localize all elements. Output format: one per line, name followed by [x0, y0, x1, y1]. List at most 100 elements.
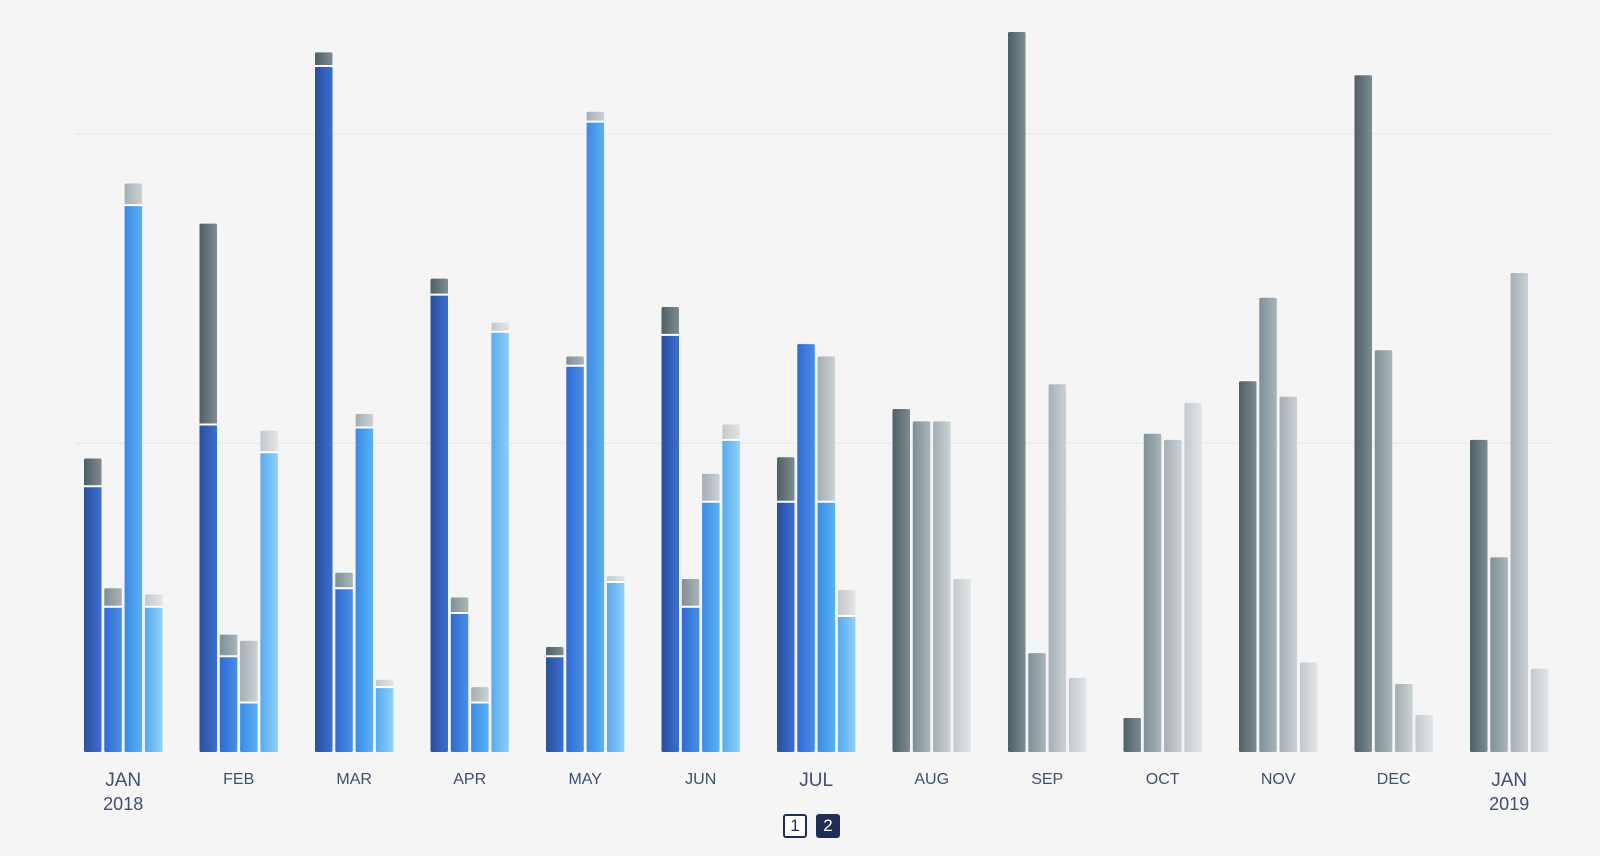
bar-aug-7-s1 — [913, 421, 931, 752]
month-label-6: JUL — [799, 770, 833, 791]
bar-sep-8-s1 — [1028, 653, 1046, 752]
month-label-3: APR — [453, 771, 486, 788]
bar-feb-1-s2-secondary — [240, 641, 258, 703]
x-axis-labels: JAN FEB MAR APR MAY JUN JUL AUG SEP OCT NOV DEC JAN 2… — [103, 770, 1529, 814]
bar-jun-5-s2-secondary — [702, 474, 720, 502]
bar-jun-5-s3-secondary — [722, 424, 740, 439]
bar-feb-1-s0-primary — [200, 424, 218, 752]
bar-mar-2-s2-primary — [356, 428, 374, 752]
bar-jan-0-s1-primary — [104, 607, 122, 752]
bar-jul-6-s0-secondary — [777, 457, 795, 501]
page-1-button[interactable]: 1 — [783, 814, 807, 838]
bar-sep-8-s3 — [1069, 678, 1087, 752]
bar-jan-0-s2-secondary — [125, 183, 143, 205]
bar-jan-0-s3-secondary — [145, 594, 163, 606]
bar-apr-3-s1-secondary — [451, 598, 469, 613]
bar-jun-5-s3-primary — [722, 440, 740, 752]
bar-jan-0-s3-primary — [145, 607, 163, 752]
bar-feb-1-s3-secondary — [260, 431, 278, 453]
bar-mar-2-s2-secondary — [356, 414, 374, 428]
month-label-8: SEP — [1031, 771, 1063, 788]
month-label-2: MAR — [336, 771, 372, 788]
month-label-12: JAN — [1491, 770, 1527, 791]
bar-apr-3-s0-secondary — [431, 279, 449, 295]
month-label-0: JAN — [105, 770, 141, 791]
bar-feb-1-s1-secondary — [220, 635, 238, 657]
bar-jan-0-s2-primary — [125, 205, 143, 752]
bar-feb-1-s1-primary — [220, 656, 238, 752]
bar-jul-6-s0-primary — [777, 502, 795, 752]
bar-may-4-s2-secondary — [587, 112, 605, 122]
bar-jan-12-s2 — [1511, 273, 1529, 752]
year-label-1: 2019 — [1489, 794, 1529, 814]
bar-sep-8-s2 — [1049, 384, 1067, 752]
bar-mar-2-s0-primary — [315, 66, 333, 752]
bar-oct-9-s2 — [1164, 440, 1182, 752]
bar-jan-0-s0-secondary — [84, 458, 102, 486]
bar-may-4-s2-primary — [587, 122, 605, 752]
bar-apr-3-s0-primary — [431, 295, 449, 752]
month-label-10: NOV — [1261, 771, 1296, 788]
bar-jul-6-s3-primary — [838, 616, 856, 752]
bar-apr-3-s3-secondary — [491, 322, 509, 331]
bar-oct-9-s3 — [1184, 403, 1202, 752]
bar-jul-6-s2-primary — [818, 502, 836, 752]
month-label-11: DEC — [1377, 771, 1411, 788]
bar-feb-1-s2-primary — [240, 703, 258, 752]
bar-jan-12-s3 — [1531, 669, 1549, 752]
year-label-0: 2018 — [103, 794, 143, 814]
bar-feb-1-s3-primary — [260, 452, 278, 752]
bar-dec-11-s3 — [1415, 715, 1433, 752]
bar-jul-6-s3-secondary — [838, 590, 856, 616]
bar-jun-5-s0-primary — [662, 335, 680, 752]
month-label-7: AUG — [914, 771, 949, 788]
bar-apr-3-s2-secondary — [471, 687, 489, 702]
bar-nov-10-s1 — [1259, 298, 1277, 752]
bar-mar-2-s1-secondary — [335, 573, 353, 588]
bar-jun-5-s1-secondary — [682, 579, 700, 607]
bar-may-4-s1-primary — [566, 366, 584, 752]
bar-jul-6-s1-primary — [797, 344, 815, 752]
bar-jun-5-s1-primary — [682, 607, 700, 752]
bar-mar-2-s3-primary — [376, 687, 394, 752]
bar-nov-10-s0 — [1239, 381, 1257, 752]
bar-jan-0-s0-primary — [84, 486, 102, 752]
bar-oct-9-s0 — [1124, 718, 1142, 752]
bar-dec-11-s1 — [1375, 350, 1393, 752]
bar-nov-10-s3 — [1300, 662, 1318, 752]
bar-aug-7-s3 — [953, 579, 971, 752]
bar-may-4-s0-primary — [546, 656, 564, 752]
month-label-9: OCT — [1146, 771, 1180, 788]
bar-sep-8-s0 — [1008, 32, 1026, 752]
bars — [84, 32, 1548, 752]
bar-nov-10-s2 — [1280, 397, 1298, 752]
bar-mar-2-s3-secondary — [376, 680, 394, 687]
month-label-1: FEB — [223, 771, 254, 788]
bar-dec-11-s2 — [1395, 684, 1413, 752]
bar-may-4-s0-secondary — [546, 647, 564, 656]
bar-apr-3-s1-primary — [451, 613, 469, 752]
bar-aug-7-s2 — [933, 421, 951, 752]
bar-feb-1-s0-secondary — [200, 224, 218, 425]
bar-aug-7-s0 — [893, 409, 911, 752]
page-2-button[interactable]: 2 — [816, 814, 840, 838]
bar-mar-2-s1-primary — [335, 588, 353, 752]
bar-oct-9-s1 — [1144, 434, 1162, 752]
bar-jul-6-s2-secondary — [818, 356, 836, 501]
bar-may-4-s3-primary — [607, 582, 625, 752]
bar-jun-5-s2-primary — [702, 502, 720, 752]
bar-apr-3-s2-primary — [471, 703, 489, 752]
bar-jan-0-s1-secondary — [104, 588, 122, 607]
bar-dec-11-s0 — [1355, 75, 1373, 752]
pagination: 1 2 — [783, 814, 840, 838]
month-label-5: JUN — [685, 771, 716, 788]
bar-mar-2-s0-secondary — [315, 52, 333, 66]
month-label-4: MAY — [568, 771, 602, 788]
bar-jan-12-s1 — [1490, 557, 1508, 752]
bar-jun-5-s0-secondary — [662, 307, 680, 335]
bar-may-4-s1-secondary — [566, 356, 584, 365]
bar-jan-12-s0 — [1470, 440, 1488, 752]
bar-apr-3-s3-primary — [491, 332, 509, 752]
